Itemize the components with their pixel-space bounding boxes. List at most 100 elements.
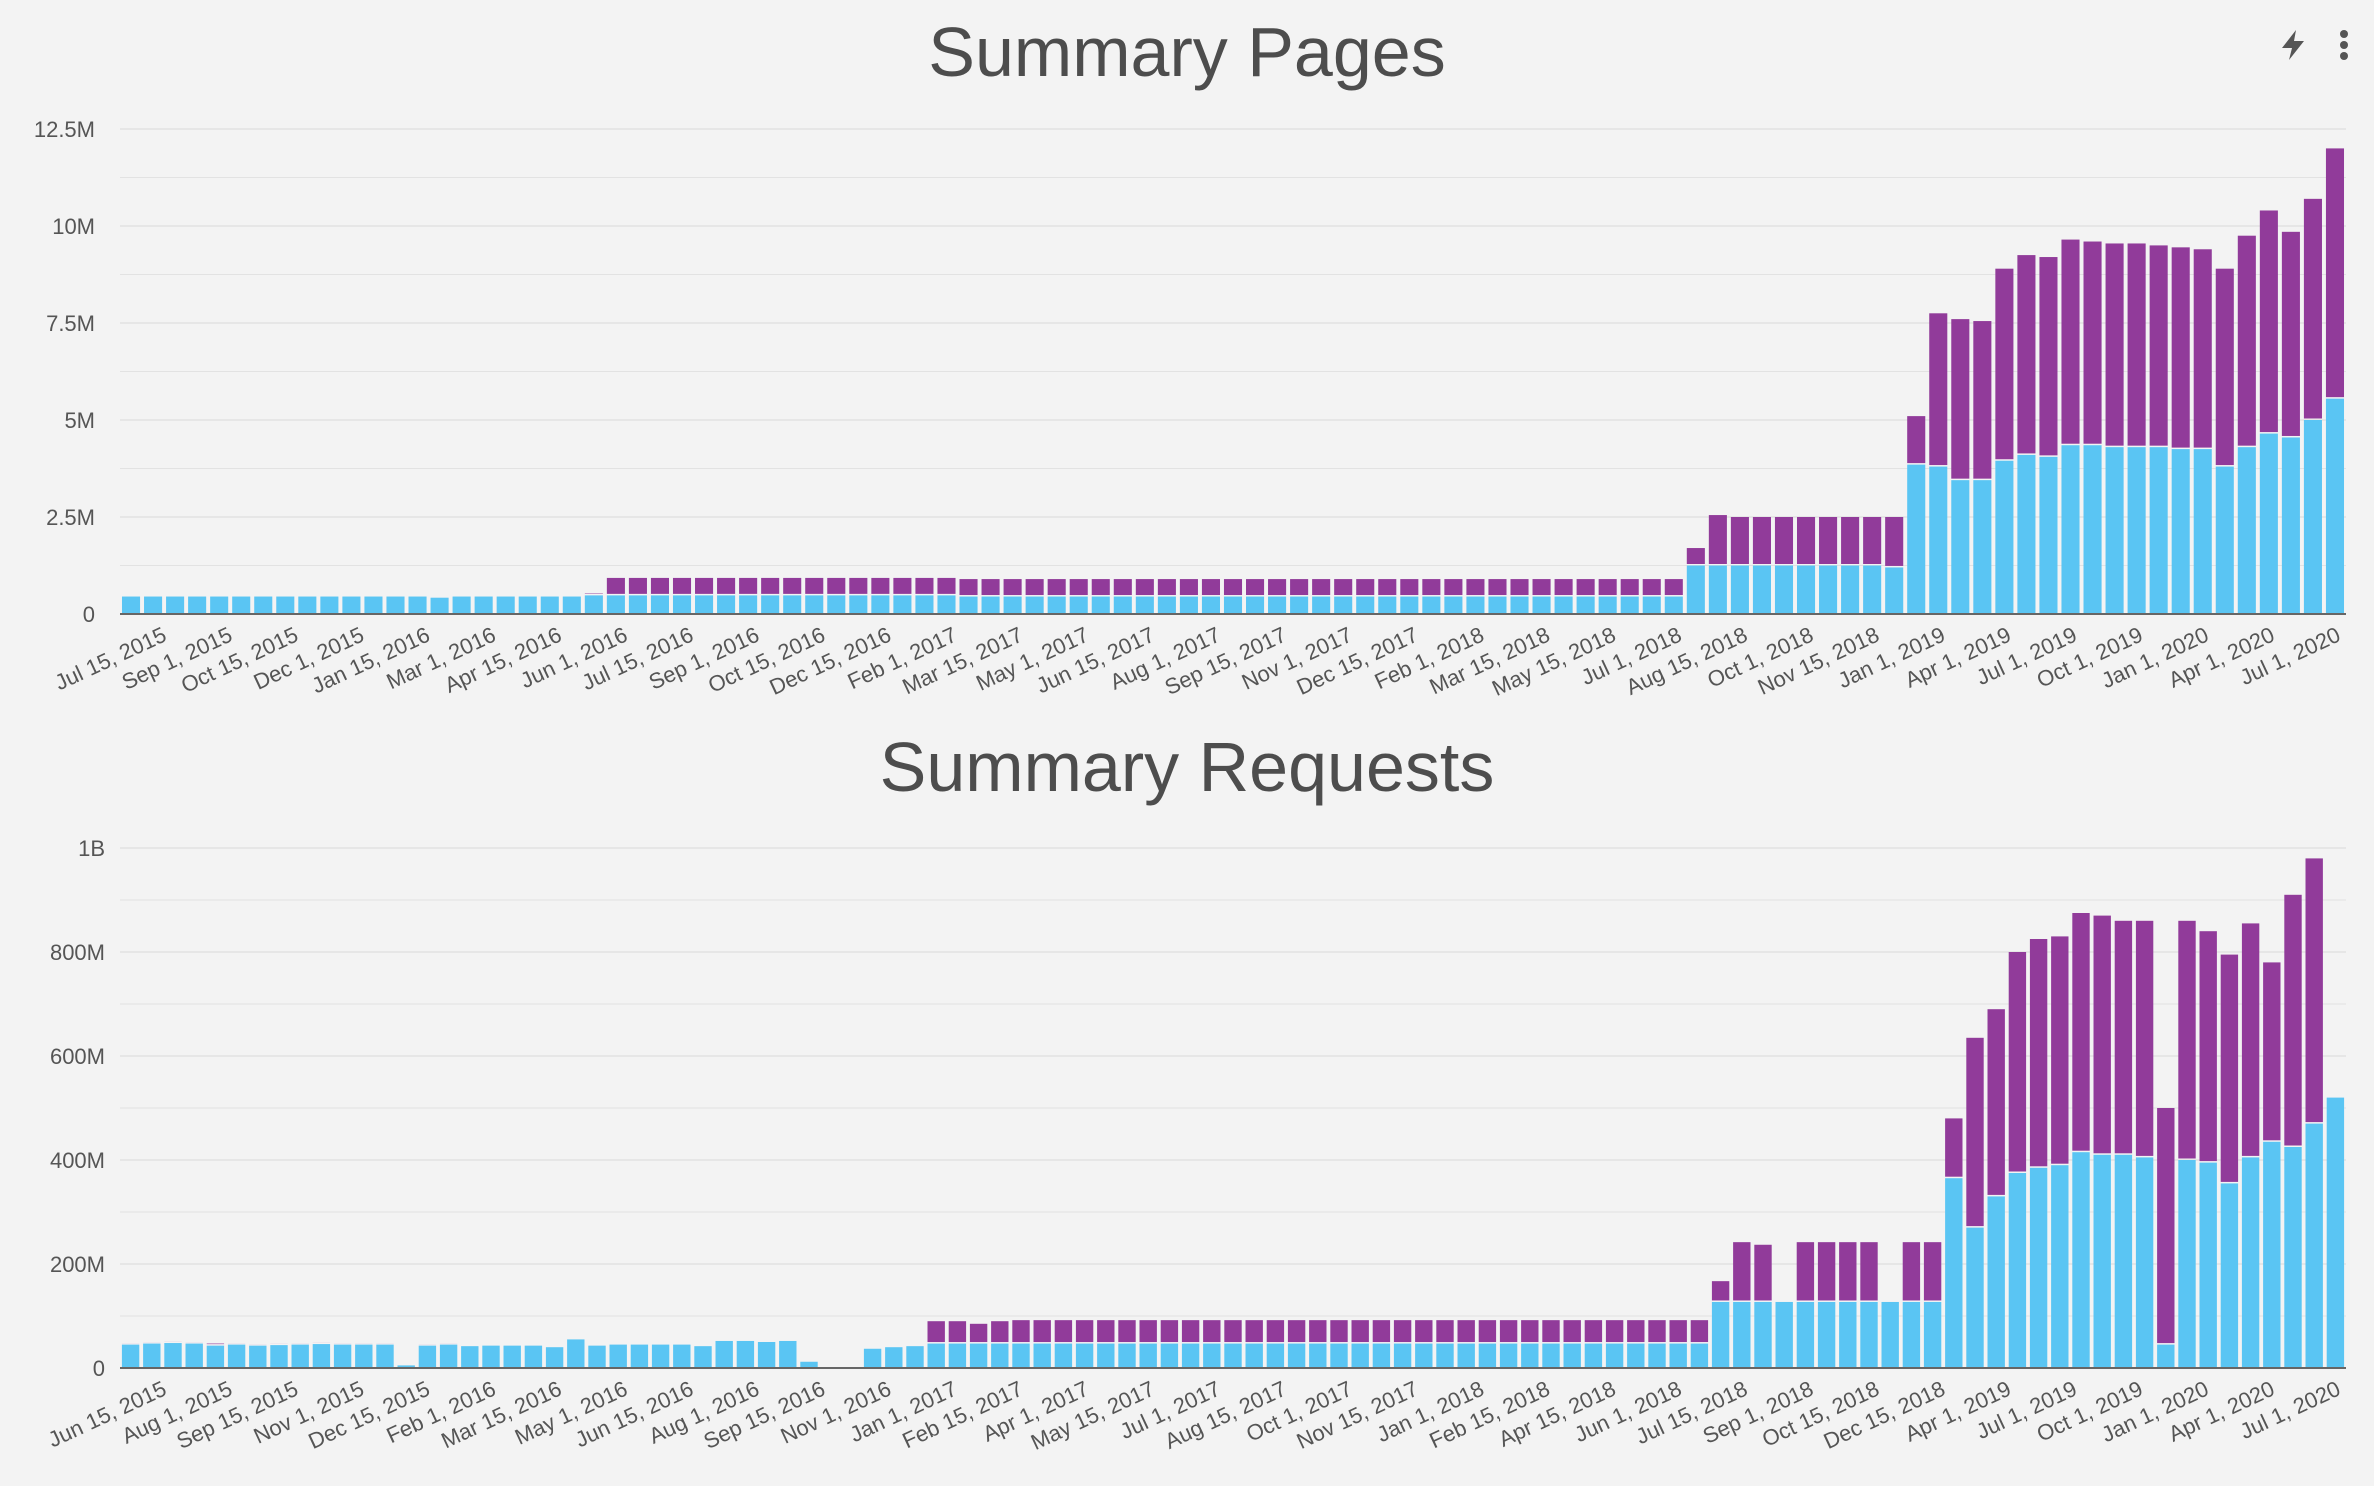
bar-segment-series-2 xyxy=(1444,579,1463,596)
bar-segment-series-2 xyxy=(2215,268,2234,466)
bar-segment-series-2 xyxy=(1157,579,1176,596)
bar-segment-series-2 xyxy=(805,577,824,594)
bar-segment-series-1 xyxy=(779,1340,797,1368)
bar-segment-series-1 xyxy=(672,595,692,614)
bar-segment-series-1 xyxy=(1817,1301,1836,1368)
bar-segment-series-2 xyxy=(1576,579,1595,596)
bar-segment-series-2 xyxy=(959,579,978,596)
bar-segment-series-1 xyxy=(1648,1343,1666,1368)
bar-segment-series-2 xyxy=(1923,1242,1942,1301)
y-tick-label: 12.5M xyxy=(34,117,95,142)
bar-segment-series-2 xyxy=(1973,321,1992,479)
bar-segment-series-2 xyxy=(1415,1320,1433,1343)
bar-segment-series-1 xyxy=(2039,456,2058,614)
bar-segment-series-1 xyxy=(210,596,229,614)
y-tick-label: 200M xyxy=(50,1252,105,1277)
bar-segment-series-1 xyxy=(1966,1227,1984,1368)
bar-segment-series-2 xyxy=(1069,579,1088,596)
bar-segment-series-1 xyxy=(1378,596,1397,614)
bar-segment-series-2 xyxy=(827,577,846,594)
bar-segment-series-2 xyxy=(1642,579,1661,596)
bar-segment-series-2 xyxy=(1951,319,1970,479)
bar-segment-series-1 xyxy=(1796,1301,1815,1368)
bar-segment-series-2 xyxy=(1400,579,1419,596)
bar-segment-series-1 xyxy=(1995,460,2014,614)
bar-segment-series-2 xyxy=(2284,894,2302,1146)
bar-segment-series-1 xyxy=(121,596,141,614)
bar-segment-series-1 xyxy=(630,1344,649,1368)
bar-segment-series-2 xyxy=(1330,1320,1348,1343)
bar-segment-series-2 xyxy=(1201,579,1220,596)
bar-segment-series-1 xyxy=(1012,1343,1030,1368)
bar-segment-series-1 xyxy=(1091,596,1110,614)
bar-segment-series-2 xyxy=(2017,255,2036,454)
bar-segment-series-2 xyxy=(1139,1320,1157,1343)
bar-segment-series-2 xyxy=(1012,1320,1030,1343)
bar-segment-series-2 xyxy=(1436,1320,1454,1343)
bar-segment-series-1 xyxy=(2215,466,2234,614)
bar-segment-series-2 xyxy=(783,577,802,594)
bar-segment-series-2 xyxy=(1929,313,1948,466)
bar-segment-series-1 xyxy=(863,1348,882,1368)
bar-segment-series-2 xyxy=(1457,1320,1475,1343)
bar-segment-series-1 xyxy=(333,1344,352,1368)
bar-segment-series-1 xyxy=(1113,596,1132,614)
bar-segment-series-2 xyxy=(927,1321,945,1343)
bar-segment-series-2 xyxy=(2263,962,2281,1141)
bar-segment-series-1 xyxy=(849,595,868,614)
bar-segment-series-1 xyxy=(1047,596,1066,614)
bar-segment-series-2 xyxy=(1268,579,1287,596)
bar-segment-series-2 xyxy=(1266,1320,1285,1343)
bar-segment-series-2 xyxy=(2237,235,2256,446)
bar-segment-series-1 xyxy=(1135,596,1154,614)
bar-segment-series-1 xyxy=(545,1347,564,1368)
bar-segment-series-2 xyxy=(1091,579,1110,596)
bar-segment-series-2 xyxy=(2220,954,2239,1182)
bar-segment-series-2 xyxy=(2199,931,2217,1162)
bar-segment-series-1 xyxy=(121,1344,140,1368)
bar-segment-series-1 xyxy=(948,1343,967,1368)
bar-segment-series-1 xyxy=(739,595,758,614)
bar-segment-series-2 xyxy=(1987,1009,2005,1195)
y-tick-label: 7.5M xyxy=(46,311,95,336)
bar-segment-series-2 xyxy=(2008,952,2027,1172)
bar-segment-series-2 xyxy=(937,577,956,594)
bar-segment-series-1 xyxy=(1690,1343,1709,1368)
bar-segment-series-1 xyxy=(439,1344,458,1368)
bar-segment-series-1 xyxy=(757,1342,776,1368)
bar-segment-series-2 xyxy=(2171,247,2190,448)
bar-segment-series-1 xyxy=(430,597,449,614)
bar-segment-series-2 xyxy=(1733,1242,1751,1301)
bar-segment-series-1 xyxy=(2008,1173,2027,1368)
bar-segment-series-2 xyxy=(1054,1320,1073,1343)
bar-segment-series-2 xyxy=(1754,1244,1772,1301)
bar-segment-series-1 xyxy=(1584,1343,1603,1368)
bar-segment-series-2 xyxy=(1113,579,1132,596)
bar-segment-series-1 xyxy=(418,1345,437,1368)
bar-segment-series-1 xyxy=(1224,1343,1242,1368)
bar-segment-series-1 xyxy=(1598,596,1617,614)
bar-segment-series-1 xyxy=(1510,596,1529,614)
bar-segment-series-1 xyxy=(1400,596,1419,614)
bar-segment-series-2 xyxy=(1334,579,1353,596)
bar-segment-series-2 xyxy=(991,1321,1009,1343)
bar-segment-series-1 xyxy=(827,595,846,614)
bar-segment-series-1 xyxy=(1466,596,1485,614)
bar-segment-series-1 xyxy=(1075,1343,1094,1368)
bar-segment-series-2 xyxy=(2178,920,2196,1159)
bar-segment-series-2 xyxy=(1730,517,1749,564)
bar-segment-series-1 xyxy=(276,596,295,614)
y-tick-label: 600M xyxy=(50,1044,105,1069)
bar-segment-series-1 xyxy=(2303,420,2322,614)
bar-segment-series-1 xyxy=(503,1345,521,1368)
bar-segment-series-1 xyxy=(2281,437,2300,614)
bar-segment-series-1 xyxy=(1686,565,1705,614)
bar-segment-series-1 xyxy=(1563,1343,1581,1368)
bar-segment-series-1 xyxy=(2171,449,2190,614)
bar-segment-series-1 xyxy=(232,596,251,614)
bar-segment-series-1 xyxy=(1351,1343,1369,1368)
bar-segment-series-1 xyxy=(2193,449,2212,614)
bar-segment-series-1 xyxy=(376,1344,394,1368)
more-vert-icon[interactable] xyxy=(2338,28,2350,70)
bolt-icon[interactable] xyxy=(2278,28,2308,70)
